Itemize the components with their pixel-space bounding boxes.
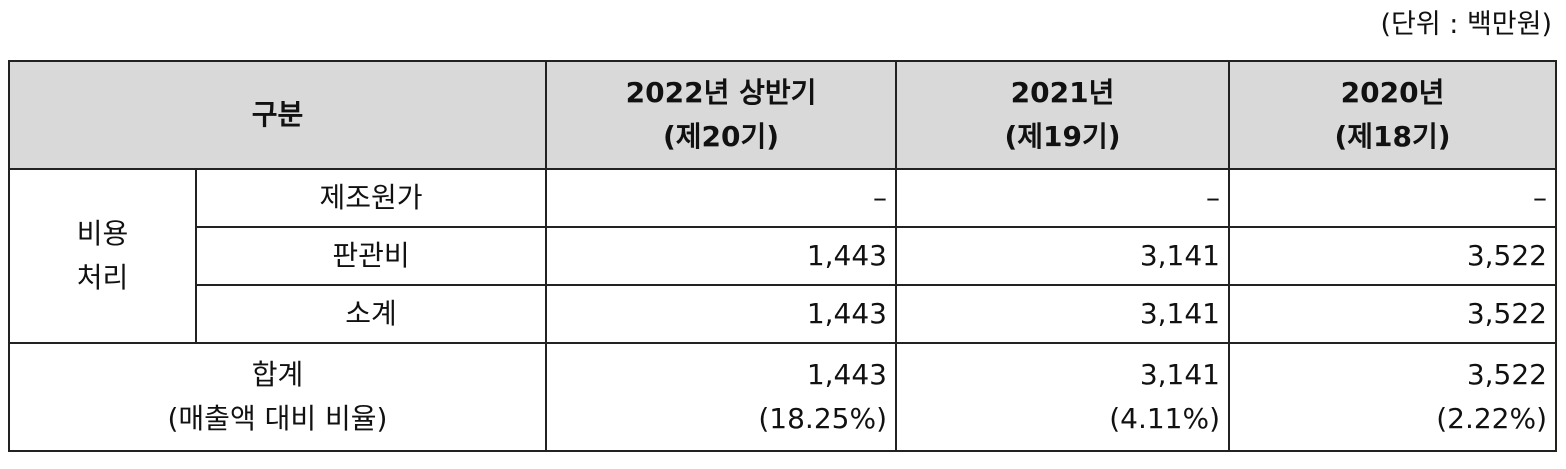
cell: 3,141	[895, 284, 1230, 344]
text: 2020년	[1340, 76, 1445, 109]
cell: 1,443	[545, 226, 897, 286]
total-row: 합계 (매출액 대비 비율) 1,443 (18.25%) 3,141 (4.11%)…	[8, 342, 1557, 452]
cell: 3,141	[895, 226, 1230, 286]
cell: –	[1228, 168, 1557, 228]
text: (제18기)	[1334, 120, 1451, 153]
text: (제20기)	[662, 120, 780, 153]
header-cell: 2022년 상반기 (제20기)	[545, 60, 897, 170]
row: 판관비 1,443 3,141 3,522	[9, 226, 1557, 286]
cell: 1,443 (18.25%)	[545, 342, 897, 452]
text: 처리	[76, 261, 129, 294]
header-cell: 구분	[8, 60, 547, 170]
table: 구분 2022년 상반기 (제20기) 2021년 (제19기) 2020년 (제18…	[8, 60, 1557, 452]
cell: 3,522 (2.22%)	[1228, 342, 1557, 452]
cell: 3,141 (4.11%)	[895, 342, 1230, 452]
text: (제19기)	[1004, 120, 1121, 153]
cell: –	[545, 168, 897, 228]
text: 3,141	[1139, 358, 1220, 391]
cell: 1,443	[545, 284, 897, 344]
row-label: 제조원가	[195, 168, 547, 228]
row-label: 소계	[195, 284, 547, 344]
row-label: 판관비	[195, 226, 547, 286]
text: 합계	[251, 358, 304, 391]
header-cell: 2020년 (제18기)	[1228, 60, 1557, 170]
text: (2.22%)	[1436, 402, 1547, 435]
cell: 3,522	[1228, 226, 1557, 286]
cell: 3,522	[1228, 284, 1557, 344]
text: 2021년	[1010, 76, 1115, 109]
unit-label: (단위 : 백만원)	[1380, 9, 1552, 40]
row-label: 합계 (매출액 대비 비율)	[8, 342, 547, 452]
text: (4.11%)	[1109, 402, 1220, 435]
cell: –	[895, 168, 1230, 228]
text: 1,443	[806, 358, 887, 391]
text: (18.25%)	[758, 402, 887, 435]
row: 소계 1,443 3,141 3,522	[9, 284, 1557, 344]
text: 3,522	[1466, 358, 1547, 391]
header-cell: 2021년 (제19기)	[895, 60, 1230, 170]
text: (매출액 대비 비율)	[167, 402, 388, 435]
text: 비용	[76, 217, 129, 250]
text: 2022년 상반기	[625, 76, 817, 109]
header-row: 구분 2022년 상반기 (제20기) 2021년 (제19기) 2020년 (제18…	[8, 60, 1557, 170]
